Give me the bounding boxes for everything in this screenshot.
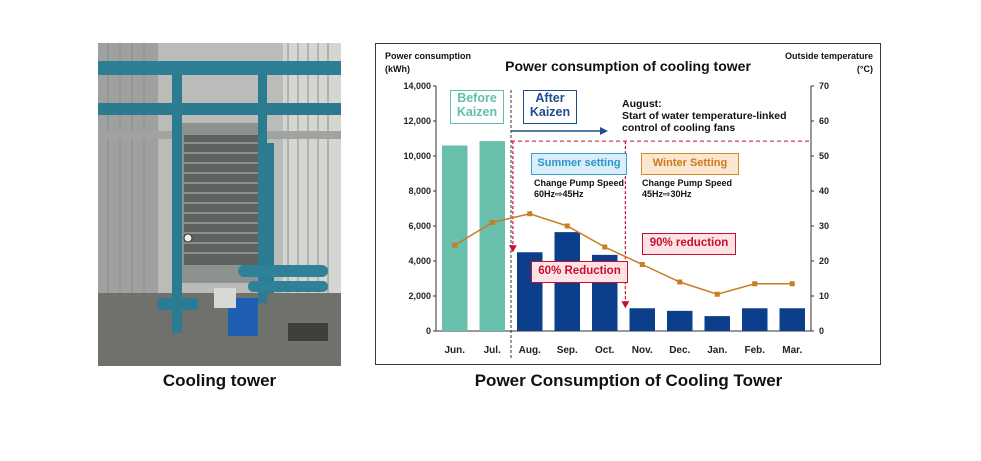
axis-ticks: 0 2,000 4,000 6,000 8,000 10,000 12,000 14,000 0… (403, 81, 829, 356)
bar-mar (779, 308, 805, 331)
category-label: Sep. (557, 345, 578, 356)
bar-dec (667, 310, 693, 331)
category-label: Jan. (707, 345, 727, 356)
temperature-point-feb (752, 281, 758, 287)
left-axis-label-line2: (kWh) (385, 64, 410, 74)
right-tick-label: 60 (819, 116, 829, 126)
right-tick-label: 0 (819, 326, 824, 336)
temperature-point-nov (639, 262, 645, 267)
figure-caption: Power Consumption of Cooling Tower (474, 371, 783, 390)
category-label: Feb. (744, 345, 765, 356)
bar-nov (629, 308, 655, 331)
summer-note-line1: Change Pump Speed (534, 178, 625, 188)
winter-setting-label: Winter Setting (641, 153, 739, 175)
winter-note-line2: 45Hz⇨30Hz (642, 189, 692, 200)
temperature-point-oct (602, 244, 608, 250)
reduction-60-label: 60% Reduction (531, 261, 628, 283)
temperature-point-jul (489, 220, 495, 225)
temperature-line-series (452, 211, 795, 297)
winter-setting-note: Change Pump Speed 45Hz⇨30Hz (642, 178, 732, 201)
after-kaizen-arrowhead (600, 127, 608, 135)
right-axis-label-line2: (°C) (857, 64, 873, 74)
bar-jul (479, 141, 505, 331)
right-tick-label: 10 (819, 291, 829, 301)
photo-caption: Cooling tower (162, 371, 277, 390)
category-label: Mar. (782, 345, 802, 356)
cooling-tower-illustration (98, 43, 341, 366)
chart-title: Power consumption of cooling tower (505, 58, 751, 74)
summer-setting-note: Change Pump Speed 60Hz⇨45Hz (534, 178, 624, 201)
category-label: Dec. (669, 345, 690, 356)
before-kaizen-label: Before Kaizen (450, 90, 504, 124)
left-tick-label: 12,000 (403, 116, 431, 126)
temperature-point-mar (789, 281, 795, 287)
right-tick-label: 20 (819, 256, 829, 266)
left-tick-label: 10,000 (403, 151, 431, 161)
summer-setting-label: Summer setting (531, 153, 627, 175)
cooling-tower-photo (98, 43, 341, 366)
temperature-point-sep (564, 223, 570, 229)
category-label: Oct. (595, 345, 615, 356)
left-tick-label: 14,000 (403, 81, 431, 91)
bar-jan (704, 316, 730, 331)
power-consumption-chart: Power consumption (kWh) Outside temperat… (385, 51, 873, 359)
temperature-point-dec (677, 279, 683, 285)
left-tick-label: 2,000 (408, 291, 431, 301)
august-annotation-line2: Start of water temperature-linked (622, 110, 787, 123)
category-label: Aug. (519, 345, 541, 356)
right-tick-label: 70 (819, 81, 829, 91)
temperature-point-jan (714, 291, 720, 297)
left-tick-label: 4,000 (408, 256, 431, 266)
reduction-90-arrow-head (621, 301, 630, 309)
bar-feb (742, 308, 768, 331)
bar-jun (442, 145, 468, 331)
right-tick-label: 30 (819, 221, 829, 231)
right-tick-label: 50 (819, 151, 829, 161)
august-annotation-line1: August: (622, 98, 662, 110)
reduction-90-label: 90% reduction (642, 233, 736, 255)
right-axis-label-line1: Outside temperature (785, 51, 873, 61)
august-annotation-line3: control of cooling fans (622, 122, 736, 135)
reduction-60-arrow-head (508, 245, 517, 253)
winter-note-line1: Change Pump Speed (642, 178, 733, 188)
after-kaizen-label: After Kaizen (523, 90, 577, 124)
left-tick-label: 6,000 (408, 221, 431, 231)
left-tick-label: 8,000 (408, 186, 431, 196)
summer-note-line2: 60Hz⇨45Hz (534, 189, 584, 200)
temperature-line (454, 212, 793, 296)
left-axis-label-line1: Power consumption (385, 51, 471, 61)
category-label: Nov. (632, 345, 653, 356)
right-tick-label: 40 (819, 186, 829, 196)
left-tick-label: 0 (426, 326, 431, 336)
category-label: Jun. (444, 345, 465, 356)
category-label: Jul. (484, 345, 501, 356)
temperature-point-jun (452, 242, 458, 248)
temperature-point-aug (527, 211, 533, 217)
august-annotation: August: Start of water temperature-linke… (622, 98, 787, 134)
chart-panel: Power consumption (kWh) Outside temperat… (375, 43, 881, 365)
